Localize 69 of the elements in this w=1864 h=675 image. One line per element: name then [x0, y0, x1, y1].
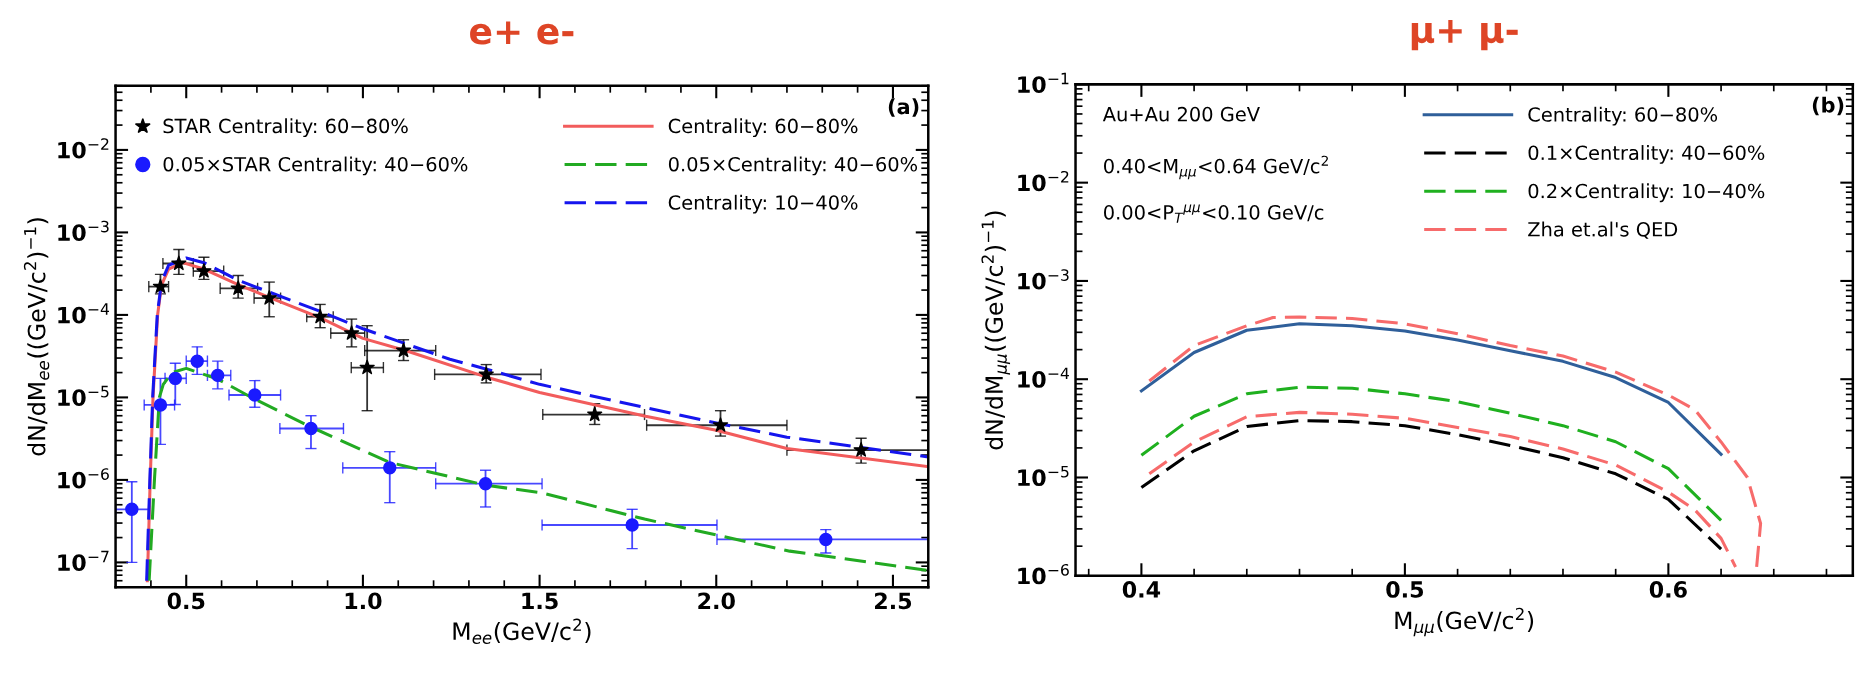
y-tick-label: 10$^{−6}$ [1018, 564, 1069, 585]
y-tick-label: 10$^{−4}$ [1018, 367, 1069, 388]
point [625, 518, 639, 532]
point [125, 502, 139, 517]
annotation: (a) [888, 98, 919, 117]
x-tick-label: 2.5 [875, 592, 912, 610]
annotation: (b) [1812, 96, 1844, 116]
point [304, 421, 318, 436]
point [210, 368, 225, 383]
point [152, 278, 169, 294]
annotation: 0.00<P$_{T}$$^{μμ}$<0.10 GeV/c [1104, 204, 1324, 223]
legend-label: Centrality: 60−80% [1528, 106, 1718, 126]
y-axis-title: dN/dM$_{ee}$((GeV/c$^{2}$)$^{−1}$) [23, 218, 50, 456]
line-series [147, 366, 929, 583]
chart-title: μ+ μ- [1411, 20, 1518, 51]
point [196, 263, 212, 278]
x-tick-label: 0.5 [167, 592, 205, 610]
point [359, 359, 375, 375]
legend-label: STAR Centrality: 60−80% [163, 118, 408, 138]
x-tick-label: 0.5 [1386, 581, 1424, 598]
point [230, 280, 246, 295]
y-tick-label: 10$^{−7}$ [58, 550, 109, 572]
point [171, 255, 187, 271]
point [312, 308, 328, 324]
x-tick-label: 0.4 [1122, 581, 1161, 598]
legend-label: Centrality: 10−40% [668, 194, 858, 214]
chart-title: e+ e- [470, 21, 574, 45]
point [587, 406, 603, 422]
legend-label: 0.05×Centrality: 40−60% [668, 156, 918, 176]
point [383, 461, 397, 475]
legend-label: Zha et.al's QED [1528, 221, 1678, 239]
point [168, 371, 182, 386]
legend-label: 0.1×Centrality: 40−60% [1528, 145, 1765, 164]
y-axis-title: dN/dM$_{μμ}$((GeV/c$^{2}$)$^{−1}$) [981, 211, 1011, 450]
point [343, 325, 360, 340]
point [248, 388, 262, 402]
point [478, 476, 493, 491]
legend-label: 0.2×Centrality: 10−40% [1528, 183, 1765, 203]
y-tick-label: 10$^{−5}$ [1018, 465, 1069, 487]
point [261, 290, 277, 305]
x-tick-label: 0.6 [1649, 581, 1687, 598]
legend-label: 0.05×STAR Centrality: 40−60% [163, 156, 468, 176]
line-series [1147, 315, 1763, 569]
x-axis-title: M$_{ee}$(GeV/c$^{2}$) [453, 618, 591, 644]
legend-label: Centrality: 60−80% [668, 118, 858, 138]
point [819, 532, 833, 547]
y-tick-label: 10$^{−1}$ [1018, 72, 1069, 93]
annotation: 0.40<M$_{μμ}$<0.64 GeV/c$^{2}$ [1104, 155, 1328, 180]
y-tick-label: 10$^{−2}$ [58, 138, 109, 159]
point [190, 354, 204, 368]
point [853, 442, 869, 457]
y-tick-label: 10$^{−3}$ [58, 220, 109, 242]
x-tick-label: 2.0 [698, 592, 735, 610]
x-axis-title: M$_{μμ}$(GeV/c$^{2}$) [1395, 607, 1534, 637]
x-tick-label: 1.0 [345, 592, 382, 610]
y-tick-label: 10$^{−3}$ [1018, 269, 1069, 290]
annotation: Au+Au 200 GeV [1102, 106, 1260, 122]
line-series [1139, 322, 1723, 456]
line-series [1147, 410, 1738, 569]
line-series [1139, 418, 1723, 551]
y-tick-label: 10$^{−2}$ [1018, 170, 1069, 192]
line-series [1139, 385, 1723, 522]
point [153, 398, 168, 412]
y-tick-label: 10$^{−4}$ [58, 303, 110, 324]
point [712, 417, 729, 432]
x-tick-label: 1.5 [522, 592, 558, 610]
y-tick-label: 10$^{−5}$ [58, 385, 109, 407]
point [395, 342, 412, 358]
y-tick-label: 10$^{−6}$ [58, 468, 109, 489]
